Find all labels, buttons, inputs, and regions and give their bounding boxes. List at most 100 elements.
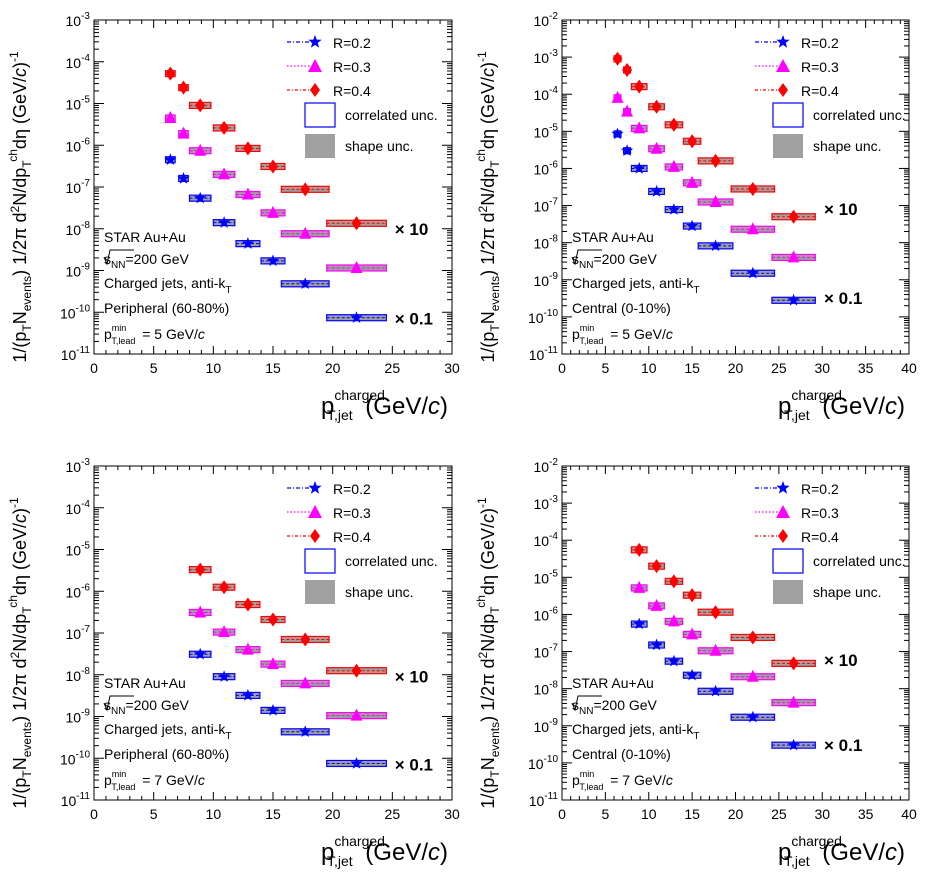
data-point — [300, 632, 311, 647]
data-point — [622, 62, 633, 77]
data-point — [709, 194, 722, 207]
y-tick-label: 10-10 — [60, 749, 90, 767]
annotation: STAR Au+Au sNN=200 GeV Charged jets, anti… — [103, 229, 232, 346]
annotation-text: Charged jets, anti-kT — [104, 721, 232, 742]
data-point — [218, 167, 231, 180]
data-point — [620, 144, 634, 156]
data-point — [746, 266, 759, 279]
y-tick-label: 10-6 — [534, 159, 559, 177]
data-point — [194, 647, 207, 660]
data-point — [746, 710, 759, 723]
series-R=0.2 — [611, 127, 816, 306]
x-tick-label: 20 — [728, 360, 744, 376]
y-axis-title: 1/(pTNevents) 1/2π d2N/dpTchdη (GeV/c)-1 — [6, 51, 34, 363]
data-point — [267, 205, 279, 218]
data-point — [268, 159, 278, 174]
y-tick-label: 10-3 — [534, 48, 559, 66]
data-point — [621, 104, 634, 117]
data-point — [217, 216, 231, 228]
legend: R=0.2 R=0.3 R=0.4 correlated unc. shape unc. — [287, 481, 438, 604]
y-tick-label: 10-4 — [534, 85, 559, 103]
legend-shape-box — [305, 580, 335, 604]
y-tick-label: 10-11 — [61, 791, 91, 809]
legend-correlated-box — [772, 548, 804, 574]
x-tick-label: 30 — [444, 360, 460, 376]
legend-marker — [308, 35, 322, 48]
panel-bottom-right: 0 5 10 15 20 25 30 35 4010-1110-1010-910-810-710… — [474, 457, 917, 869]
data-point — [687, 588, 698, 603]
data-point — [686, 175, 699, 188]
legend-marker — [310, 529, 320, 543]
data-point — [268, 612, 278, 627]
x-tick-label: 15 — [265, 806, 281, 822]
x-tick-label: 10 — [206, 360, 222, 376]
data-point — [194, 143, 207, 156]
data-point — [747, 181, 758, 196]
legend-shape-label: shape unc. — [813, 584, 882, 600]
data-point — [746, 222, 759, 235]
annotation-text: pmin T,lead = 5 GeV/c — [572, 323, 673, 346]
annotation-text: pmin T,lead = 5 GeV/c — [104, 323, 205, 346]
y-tick-label: 10-7 — [534, 197, 559, 215]
y-tick-label: 10-6 — [534, 605, 559, 623]
data-point — [651, 559, 662, 574]
data-point — [267, 657, 279, 670]
panel-top-left: 0 5 10 15 20 25 3010-1110-1010-910-810-710-610… — [6, 11, 460, 423]
sqrt-sign — [103, 695, 134, 712]
data-point — [710, 605, 721, 620]
legend-marker — [778, 83, 788, 97]
annotation: STAR Au+Au sNN=200 GeV Charged jets, anti… — [571, 675, 700, 792]
legend-shape-box — [773, 580, 803, 604]
y-tick-label: 10-2 — [534, 457, 559, 475]
annotation: STAR Au+Au sNN=200 GeV Charged jets, anti… — [571, 229, 700, 346]
annotation-text: Charged jets, anti-kT — [572, 275, 700, 296]
data-point — [299, 226, 312, 239]
legend-entry-label: R=0.2 — [801, 481, 839, 497]
sqrt-sign — [571, 249, 602, 266]
data-point — [217, 670, 231, 682]
x-tick-label: 20 — [728, 806, 744, 822]
annotation-text: sNN=200 GeV — [572, 251, 658, 271]
scale-label: × 10 — [395, 220, 429, 239]
data-point — [242, 141, 253, 156]
series-R=0.2 — [630, 617, 816, 751]
data-point — [709, 239, 722, 252]
annotation-text: sNN=200 GeV — [572, 697, 658, 717]
x-tick-label: 25 — [771, 806, 787, 822]
legend-correlated-box — [304, 548, 336, 574]
x-tick-label: 15 — [684, 360, 700, 376]
data-point — [667, 654, 681, 667]
y-tick-label: 10-11 — [529, 791, 559, 809]
y-tick-label: 10-4 — [66, 499, 91, 517]
x-tick-label: 5 — [601, 806, 609, 822]
data-point — [194, 605, 207, 618]
data-point — [633, 580, 646, 593]
data-point — [351, 216, 362, 231]
series-R=0.3 — [164, 110, 387, 273]
data-point — [195, 562, 206, 577]
data-point — [710, 153, 721, 168]
y-axis-title: 1/(pTNevents) 1/2π d2N/dpTchdη (GeV/c)-1 — [6, 497, 34, 809]
y-axis: 10-11 10-10 10-9 10-8 10-7 10-6 10-5 10-4 10-3 — [60, 11, 452, 363]
legend-marker — [308, 481, 322, 494]
annotation-text: STAR Au+Au — [104, 675, 186, 691]
data-point — [219, 120, 230, 135]
legend-shape-box — [773, 134, 803, 158]
y-tick-label: 10-10 — [528, 754, 558, 772]
y-tick-label: 10-3 — [66, 11, 91, 29]
y-tick-label: 10-2 — [534, 11, 559, 29]
data-point — [241, 187, 254, 200]
data-point — [633, 121, 646, 134]
legend-marker — [776, 35, 790, 48]
data-point — [195, 98, 206, 113]
series-R=0.4 — [612, 51, 816, 224]
data-point — [686, 627, 699, 640]
data-point — [668, 117, 679, 132]
x-tick-label: 25 — [385, 806, 401, 822]
legend-entry-label: R=0.2 — [333, 35, 371, 51]
y-tick-label: 10-8 — [534, 234, 559, 252]
y-tick-label: 10-9 — [534, 271, 559, 289]
data-point — [178, 80, 189, 95]
